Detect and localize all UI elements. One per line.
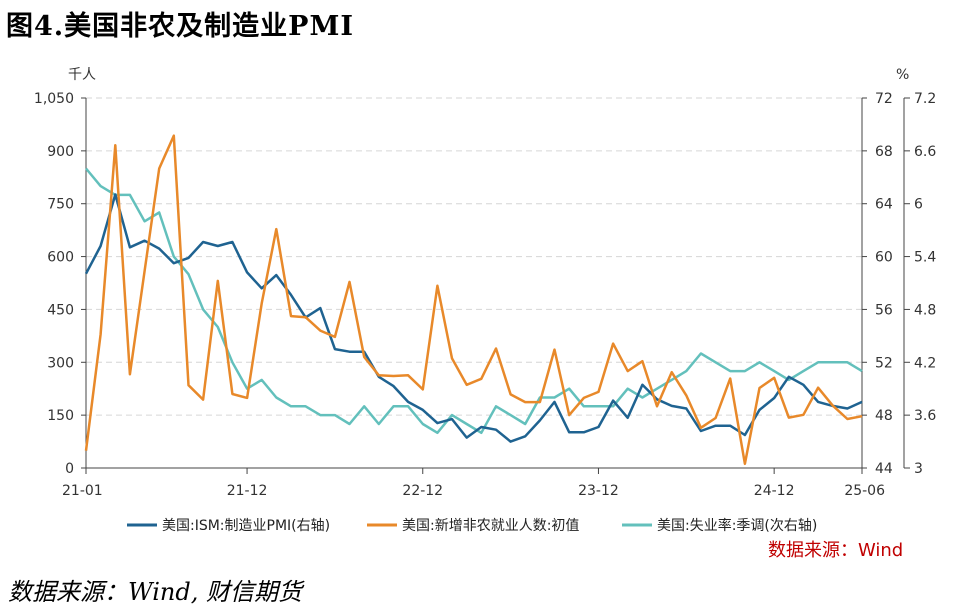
unemployment-line: [85, 167, 863, 435]
right-tick-label: 56: [875, 302, 893, 318]
left-tick-label: 900: [47, 144, 74, 160]
right2-tick-label: 6.6: [914, 144, 936, 160]
right-tick-label: 68: [875, 144, 893, 160]
left-tick-label: 0: [65, 461, 74, 477]
x-tick-label: 22-12: [402, 483, 443, 499]
x-tick-label: 21-12: [227, 483, 268, 499]
chart-inner-source: 数据来源：Wind: [768, 540, 903, 561]
right-axis-unit: %: [896, 67, 909, 83]
x-tick-label: 21-01: [62, 483, 103, 499]
left-tick-label: 450: [47, 302, 74, 318]
x-tick-label: 24-12: [754, 483, 795, 499]
right2-tick-label: 7.2: [914, 91, 936, 107]
right2-tick-label: 6: [914, 197, 923, 213]
figure-source: 数据来源：Wind, 财信期货: [8, 578, 302, 606]
right2-tick-label: 3.6: [914, 408, 936, 424]
right2-tick-label: 4.2: [914, 355, 936, 371]
left-tick-label: 150: [47, 408, 74, 424]
right-tick-label: 64: [875, 197, 893, 213]
nonfarm-line: [84, 134, 863, 466]
left-axis-unit: 千人: [68, 67, 96, 83]
figure-title: 图4.美国非农及制造业PMI: [6, 11, 355, 42]
left-tick-label: 750: [47, 197, 74, 213]
right2-tick-label: 4.8: [914, 302, 936, 318]
axes: 0 44 3 150 48 3.6 300 52 4.2 450 56 4.8 600 60 5.4 750 6…: [34, 91, 936, 499]
series-lines: [84, 134, 863, 466]
right-tick-label: 48: [875, 408, 893, 424]
left-tick-label: 600: [47, 250, 74, 266]
x-tick-label: 23-12: [578, 483, 619, 499]
right-tick-label: 44: [875, 461, 893, 477]
left-tick-label: 300: [47, 355, 74, 371]
right2-tick-label: 5.4: [914, 250, 936, 266]
right-tick-label: 72: [875, 91, 893, 107]
legend-label-unemployment: 美国:失业率:季调(次右轴): [657, 517, 817, 534]
left-tick-label: 1,050: [34, 91, 74, 107]
x-tick-label: 25-06: [844, 483, 885, 499]
legend-label-nonfarm: 美国:新增非农就业人数:初值: [402, 517, 579, 534]
pmi-line: [84, 193, 863, 443]
legend: 美国:ISM:制造业PMI(右轴) 美国:新增非农就业人数:初值 美国:失业率:…: [127, 517, 817, 534]
right2-tick-label: 3: [914, 461, 923, 477]
gridlines: [86, 97, 862, 416]
right-tick-label: 60: [875, 250, 893, 266]
right-tick-label: 52: [875, 355, 893, 371]
legend-label-pmi: 美国:ISM:制造业PMI(右轴): [162, 518, 330, 534]
